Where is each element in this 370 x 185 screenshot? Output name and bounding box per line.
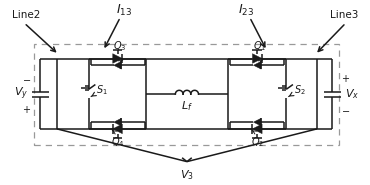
Polygon shape <box>252 54 262 63</box>
Text: $-$: $-$ <box>23 74 31 84</box>
Text: $I_{13}$: $I_{13}$ <box>116 3 132 18</box>
Polygon shape <box>114 118 121 126</box>
Text: $Q_3$: $Q_3$ <box>113 39 126 53</box>
Bar <box>34 44 339 145</box>
Text: $V_y$: $V_y$ <box>14 86 28 102</box>
Text: $+$: $+$ <box>23 104 31 115</box>
Polygon shape <box>114 61 121 69</box>
Text: $V_3$: $V_3$ <box>180 168 194 182</box>
Polygon shape <box>113 124 122 134</box>
Text: Line2: Line2 <box>11 10 40 20</box>
Text: Line3: Line3 <box>330 10 359 20</box>
Text: $Q_1$: $Q_1$ <box>253 39 266 53</box>
Text: $Q_4$: $Q_4$ <box>111 135 124 149</box>
Text: $Q_2$: $Q_2$ <box>250 135 264 149</box>
Text: $L_f$: $L_f$ <box>181 99 193 113</box>
Text: $S_1$: $S_1$ <box>96 83 108 97</box>
Polygon shape <box>113 54 122 63</box>
Text: $-$: $-$ <box>342 105 350 115</box>
Polygon shape <box>252 124 262 134</box>
Polygon shape <box>253 61 261 69</box>
Polygon shape <box>253 118 261 126</box>
Text: $I_{23}$: $I_{23}$ <box>238 3 254 18</box>
Text: $+$: $+$ <box>342 73 350 84</box>
Text: $V_x$: $V_x$ <box>344 87 359 101</box>
Text: $S_2$: $S_2$ <box>294 83 306 97</box>
